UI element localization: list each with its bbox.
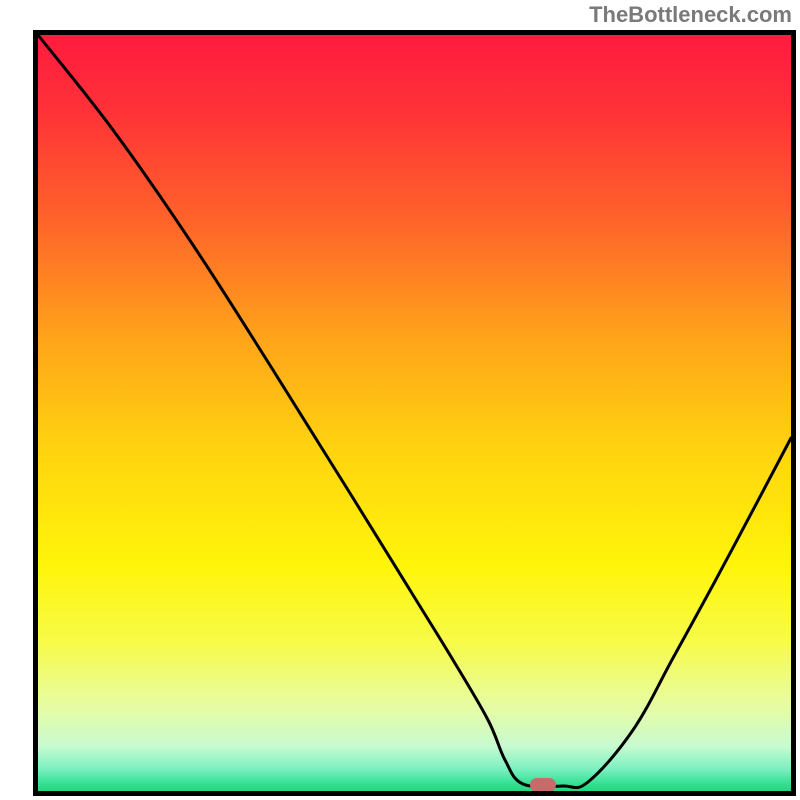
chart-container: TheBottleneck.com — [0, 0, 800, 800]
optimum-marker — [530, 778, 556, 792]
bottleneck-curve — [33, 30, 796, 796]
plot-area — [33, 30, 796, 796]
watermark-text: TheBottleneck.com — [589, 2, 792, 28]
